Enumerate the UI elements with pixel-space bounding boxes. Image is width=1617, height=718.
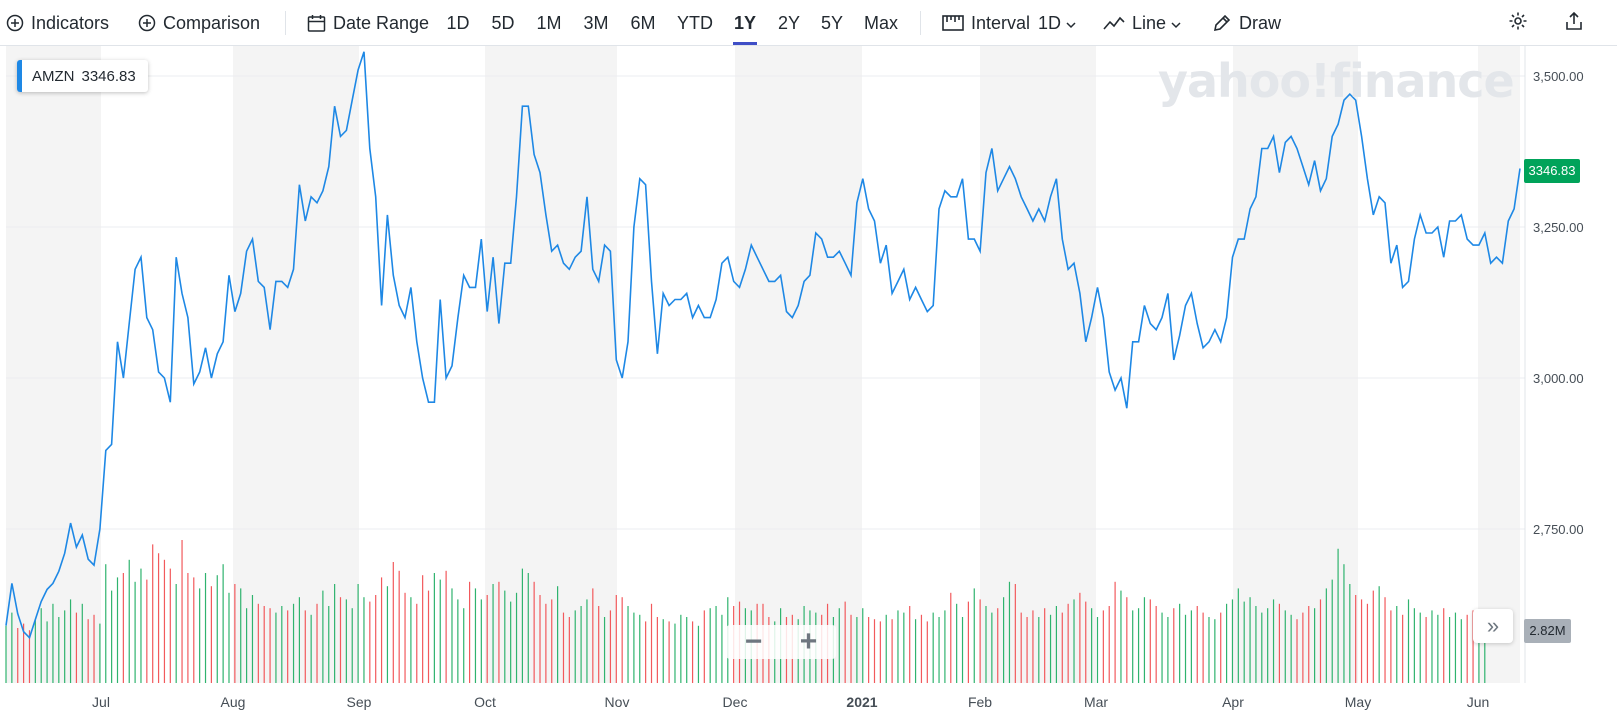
ticker-legend[interactable]: AMZN 3346.83 bbox=[17, 60, 148, 92]
range-5d[interactable]: 5D bbox=[491, 13, 515, 33]
range-6m[interactable]: 6M bbox=[630, 13, 656, 33]
date-range-button[interactable]: Date Range bbox=[307, 0, 429, 46]
x-tick-label: Jul bbox=[92, 694, 110, 710]
share-button[interactable] bbox=[1564, 0, 1584, 46]
legend-symbol: AMZN bbox=[32, 67, 75, 85]
calendar-icon bbox=[307, 14, 326, 33]
legend-value: 3346.83 bbox=[81, 67, 136, 85]
y-axis-labels: 3,500.00 3,250.00 3,000.00 2,750.00 bbox=[1533, 69, 1584, 537]
x-tick-label: Sep bbox=[347, 694, 372, 710]
comparison-label: Comparison bbox=[163, 12, 261, 33]
x-tick-label: Aug bbox=[221, 694, 246, 710]
month-band bbox=[233, 46, 359, 683]
ruler-icon bbox=[942, 14, 964, 32]
range-1d[interactable]: 1D bbox=[446, 13, 470, 33]
y-tick-label: 3,000.00 bbox=[1533, 371, 1584, 386]
share-icon bbox=[1564, 11, 1584, 36]
plus-circle-icon bbox=[6, 14, 24, 32]
x-tick-label: Apr bbox=[1222, 694, 1244, 710]
month-band bbox=[980, 46, 1096, 683]
gridlines bbox=[6, 75, 1525, 530]
line-chart-icon bbox=[1103, 15, 1125, 31]
chart-type-label: Line bbox=[1132, 12, 1167, 33]
toolbar-divider bbox=[285, 11, 286, 35]
x-axis-labels: Jul Aug Sep Oct Nov Dec 2021 Feb Mar Apr May Jun bbox=[92, 694, 1489, 710]
range-1y[interactable]: 1Y bbox=[733, 0, 757, 46]
double-chevron-right-icon: » bbox=[1486, 613, 1500, 638]
x-tick-label: May bbox=[1345, 694, 1371, 710]
volume-bars bbox=[5, 540, 1486, 683]
interval-value: 1D bbox=[1038, 12, 1062, 33]
chart-type-dropdown[interactable]: Line bbox=[1103, 0, 1181, 46]
indicators-button[interactable]: Indicators bbox=[6, 0, 109, 46]
pencil-icon bbox=[1212, 13, 1232, 33]
plus-circle-icon bbox=[138, 14, 156, 32]
zoom-in-button[interactable]: + bbox=[799, 625, 818, 658]
month-bands bbox=[6, 46, 1520, 683]
last-volume-tag: 2.82M bbox=[1524, 619, 1571, 643]
range-ytd[interactable]: YTD bbox=[677, 13, 713, 33]
indicators-label: Indicators bbox=[31, 12, 110, 33]
gear-icon bbox=[1508, 11, 1528, 36]
interval-label: Interval bbox=[971, 12, 1031, 33]
zoom-control: − + bbox=[726, 625, 836, 659]
range-2y[interactable]: 2Y bbox=[777, 13, 801, 33]
zoom-out-button[interactable]: − bbox=[744, 625, 763, 658]
x-tick-label: Dec bbox=[723, 694, 748, 710]
x-tick-label: Mar bbox=[1084, 694, 1108, 710]
date-range-label: Date Range bbox=[333, 12, 430, 33]
x-tick-label: Nov bbox=[605, 694, 630, 710]
y-tick-label: 3,500.00 bbox=[1533, 69, 1584, 84]
month-band bbox=[6, 46, 101, 683]
x-tick-label: 2021 bbox=[846, 694, 877, 710]
toolbar-divider bbox=[920, 11, 921, 35]
draw-button[interactable]: Draw bbox=[1212, 0, 1281, 46]
chart-toolbar: Indicators Comparison Date Range 1D 5D 1… bbox=[0, 0, 1617, 46]
draw-label: Draw bbox=[1239, 12, 1282, 33]
y-tick-label: 3,250.00 bbox=[1533, 220, 1584, 235]
comparison-button[interactable]: Comparison bbox=[138, 0, 260, 46]
price-line bbox=[5, 51, 1521, 640]
month-band bbox=[485, 46, 617, 683]
x-tick-label: Oct bbox=[474, 694, 496, 710]
yahoo-finance-watermark: yahoo!finance bbox=[1158, 54, 1515, 108]
y-tick-label: 2,750.00 bbox=[1533, 522, 1584, 537]
range-5y[interactable]: 5Y bbox=[820, 13, 844, 33]
month-band bbox=[1233, 46, 1358, 683]
last-price-tag: 3346.83 bbox=[1524, 159, 1580, 183]
range-max[interactable]: Max bbox=[863, 13, 898, 33]
settings-button[interactable] bbox=[1508, 0, 1528, 46]
x-tick-label: Feb bbox=[968, 694, 992, 710]
x-tick-label: Jun bbox=[1467, 694, 1490, 710]
interval-dropdown[interactable]: Interval 1D bbox=[942, 0, 1076, 46]
range-1m[interactable]: 1M bbox=[536, 13, 562, 33]
range-3m[interactable]: 3M bbox=[583, 13, 609, 33]
chevron-down-icon bbox=[1066, 13, 1076, 34]
month-band bbox=[1478, 46, 1520, 683]
chevron-down-icon bbox=[1171, 13, 1181, 34]
scroll-to-end-button[interactable]: » bbox=[1473, 609, 1513, 643]
month-band bbox=[735, 46, 862, 683]
legend-color-bar bbox=[17, 60, 22, 92]
